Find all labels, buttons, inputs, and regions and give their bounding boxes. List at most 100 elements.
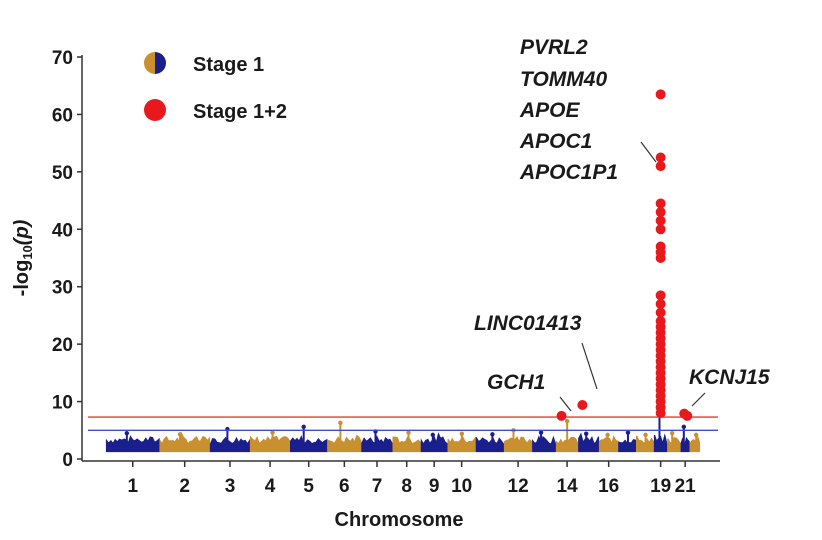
chromosome-strip-body bbox=[680, 436, 690, 453]
y-axis-title-paren: (p) bbox=[11, 219, 33, 245]
stage12-point bbox=[655, 152, 666, 163]
legend-label-stage12: Stage 1+2 bbox=[193, 101, 287, 123]
stage1-peak-point bbox=[643, 432, 648, 438]
y-tick-label: 40 bbox=[52, 220, 73, 241]
stage1-peak-point bbox=[459, 431, 465, 436]
y-axis-title-subscript: 10 bbox=[20, 245, 35, 259]
stage1-peak-point bbox=[681, 424, 687, 430]
x-axis-title: Chromosome bbox=[335, 509, 464, 531]
gene-label-kcnj15: KCNJ15 bbox=[689, 366, 770, 389]
stage1-peak-point bbox=[693, 432, 699, 438]
x-tick-label: 9 bbox=[429, 476, 440, 497]
chromosome-strip-22 bbox=[689, 432, 701, 453]
stage12-point bbox=[655, 161, 666, 172]
stage12-point bbox=[655, 253, 666, 263]
gene-label-apoc1: APOC1 bbox=[519, 130, 592, 153]
stage12-point bbox=[655, 298, 666, 309]
stage1-peak-point bbox=[270, 430, 275, 435]
chromosome-strip-1 bbox=[105, 430, 160, 453]
chromosome-strip-2 bbox=[159, 431, 211, 453]
x-tick-label: 21 bbox=[675, 476, 697, 497]
stage12-point bbox=[556, 410, 567, 421]
chromosome-strip-body bbox=[475, 437, 505, 453]
annotation-leader-linc01413 bbox=[581, 342, 598, 390]
y-tick-label: 30 bbox=[52, 278, 73, 299]
chromosome-strip-body bbox=[667, 437, 681, 453]
stage12-point bbox=[655, 89, 666, 100]
chromosome-strip-11 bbox=[475, 432, 505, 453]
chromosome-strip-18 bbox=[636, 432, 655, 453]
stage1-peak-point bbox=[177, 432, 183, 437]
x-tick-label: 5 bbox=[303, 476, 314, 497]
x-tick-label: 3 bbox=[225, 476, 236, 497]
annotation-leader-gch1 bbox=[559, 396, 572, 412]
stage1-peak-point bbox=[538, 430, 544, 435]
chromosome-strip-15 bbox=[578, 431, 600, 453]
stage12-point bbox=[655, 198, 666, 209]
chromosome-strip-4 bbox=[249, 430, 291, 453]
x-ticks: 1 2 3 4 5 6 7 8 9 10 12 14 16 19 21 bbox=[127, 461, 696, 497]
legend: Stage 1 Stage 1+2 bbox=[144, 52, 287, 123]
chromosome-strip-body bbox=[209, 436, 251, 453]
chromosome-strip-6 bbox=[327, 420, 362, 453]
chromosome-strip-21 bbox=[680, 424, 690, 453]
stage1-peak-point bbox=[124, 430, 130, 436]
stage1-peak-point bbox=[338, 420, 343, 426]
stage1-peak-point bbox=[584, 431, 589, 436]
chromosome-strip-14 bbox=[555, 418, 579, 453]
stage1-peak-point bbox=[625, 430, 631, 435]
stage12-point bbox=[655, 408, 666, 419]
gene-label-linc01413: LINC01413 bbox=[474, 312, 582, 335]
gene-label-pvrl2: PVRL2 bbox=[520, 36, 588, 59]
annotation-leader-kcnj15 bbox=[691, 392, 706, 407]
x-tick-label: 7 bbox=[372, 476, 383, 497]
stage1-peak-point bbox=[605, 432, 610, 438]
y-axis-title: -log10(p) bbox=[11, 219, 35, 296]
chromosome-strip-body bbox=[578, 432, 600, 453]
chromosome-strip-body bbox=[598, 435, 619, 453]
chromosome-strip-8 bbox=[392, 430, 421, 453]
gene-label-apoc1p1: APOC1P1 bbox=[519, 161, 618, 184]
x-tick-label: 2 bbox=[179, 476, 190, 497]
stage12-point bbox=[682, 410, 693, 421]
chromosome-strip-13 bbox=[532, 430, 557, 453]
stage1-peak-point bbox=[430, 432, 436, 438]
gene-label-gch1: GCH1 bbox=[487, 371, 545, 394]
y-tick-label: 60 bbox=[52, 105, 73, 126]
gene-annotations: PVRL2 TOMM40 APOE APOC1 APOC1P1 LINC0141… bbox=[474, 36, 770, 412]
chromosome-strip-body bbox=[159, 431, 211, 453]
chromosome-strip-3 bbox=[209, 426, 251, 453]
chromosome-strip-body bbox=[503, 435, 533, 453]
chromosome-strip-body bbox=[361, 435, 393, 453]
chromosome-strip-7 bbox=[361, 429, 393, 453]
stage1-peak-point bbox=[564, 418, 570, 424]
x-tick-label: 4 bbox=[265, 476, 276, 497]
stage12-point bbox=[655, 207, 666, 218]
chromosome-strip-body bbox=[105, 435, 160, 453]
stage12-point bbox=[655, 290, 666, 301]
chromosome-strip-body bbox=[327, 434, 362, 453]
stage12-point bbox=[655, 224, 666, 235]
chromosome-strip-body bbox=[290, 435, 328, 453]
chromosome-strip-17 bbox=[618, 430, 637, 453]
chromosome-strips bbox=[105, 393, 701, 453]
y-tick-label: 50 bbox=[52, 163, 73, 184]
x-tick-label: 10 bbox=[451, 476, 472, 497]
chromosome-strip-body bbox=[653, 433, 668, 453]
x-tick-label: 1 bbox=[127, 476, 138, 497]
legend-marker-stage12 bbox=[144, 99, 166, 121]
legend-marker-stage1 bbox=[144, 52, 166, 74]
y-tick-label: 20 bbox=[52, 335, 73, 356]
stage12-point bbox=[655, 307, 666, 318]
annotation-leader-apoe bbox=[640, 141, 657, 163]
chromosome-strip-body bbox=[532, 435, 557, 453]
x-tick-label: 14 bbox=[557, 476, 579, 497]
chromosome-strip-body bbox=[420, 432, 448, 453]
stage1-peak-point bbox=[301, 424, 306, 430]
chromosome-strip-body bbox=[392, 435, 421, 453]
stage1-peak-point bbox=[669, 430, 675, 436]
chromosome-strip-16 bbox=[598, 432, 619, 453]
chromosome-strip-20 bbox=[667, 430, 681, 453]
chromosome-strip-5 bbox=[290, 424, 328, 453]
